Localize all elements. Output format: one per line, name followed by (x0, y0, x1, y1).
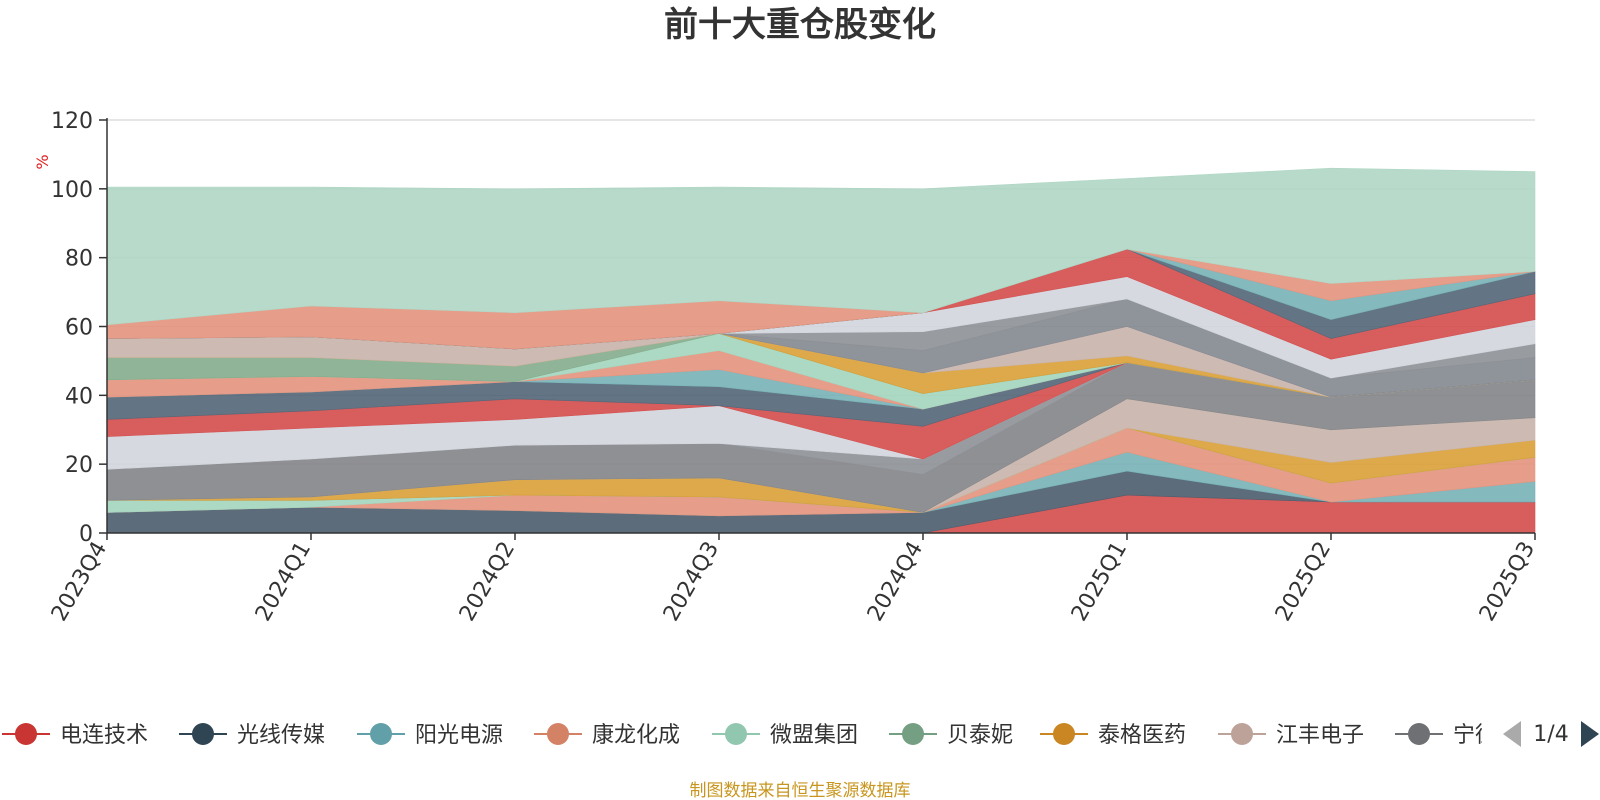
x-tick-label-7: 2025Q3 (1475, 538, 1540, 626)
legend-label-2: 光线传媒 (237, 723, 325, 748)
legend-item-2[interactable]: 光线传媒 (179, 723, 325, 748)
legend-item-7[interactable]: 泰格医药 (1040, 723, 1186, 748)
x-tick-label-1: 2024Q1 (251, 538, 316, 626)
legend-marker-1 (15, 723, 37, 745)
legend-item-1[interactable]: 电连技术 (2, 723, 148, 748)
legend-label-1: 电连技术 (60, 723, 148, 748)
y-tick-label-6: 120 (51, 109, 93, 134)
y-tick-label-5: 100 (51, 178, 93, 203)
x-tick-label-2: 2024Q2 (455, 538, 520, 626)
legend-label-4: 康龙化成 (592, 723, 680, 748)
y-tick-label-2: 40 (65, 384, 93, 409)
legend-label-5: 微盟集团 (770, 723, 858, 748)
legend-marker-4 (547, 723, 569, 745)
legend-marker-6 (902, 723, 924, 745)
legend-item-3[interactable]: 阳光电源 (357, 723, 503, 748)
legend-label-6: 贝泰妮 (947, 723, 1013, 748)
legend-label-9: 宁德 (1453, 723, 1497, 748)
legend-label-8: 江丰电子 (1276, 723, 1364, 748)
chart-title: 前十大重仓股变化 (664, 5, 936, 45)
legend: 1/4 电连技术 光线传媒 阳光电源 康龙化成 微盟集团 贝泰妮 泰格医药 江丰电子 宁德 (2, 721, 1599, 748)
legend-marker-5 (725, 723, 747, 745)
x-tick-label-6: 2025Q2 (1271, 538, 1336, 626)
legend-marker-3 (370, 723, 392, 745)
legend-prev-arrow-icon[interactable] (1503, 721, 1521, 747)
y-tick-label-3: 60 (65, 316, 93, 341)
y-tick-label-0: 0 (79, 522, 93, 547)
x-tick-label-3: 2024Q3 (659, 538, 724, 626)
legend-item-9[interactable]: 宁德 (1395, 723, 1497, 748)
legend-item-6[interactable]: 贝泰妮 (889, 723, 1013, 748)
legend-page-indicator: 1/4 (1533, 722, 1568, 747)
legend-marker-7 (1053, 723, 1075, 745)
x-tick-label-4: 2024Q4 (863, 538, 928, 626)
legend-label-7: 泰格医药 (1098, 723, 1186, 748)
legend-item-8[interactable]: 江丰电子 (1218, 723, 1364, 748)
y-axis-label: % (33, 154, 52, 169)
area-series-27 (106, 167, 1536, 326)
x-tick-label-0: 2023Q4 (47, 538, 112, 626)
legend-items: 电连技术 光线传媒 阳光电源 康龙化成 微盟集团 贝泰妮 泰格医药 江丰电子 宁德 (2, 723, 1497, 748)
legend-item-4[interactable]: 康龙化成 (534, 723, 680, 748)
x-tick-label-5: 2025Q1 (1067, 538, 1132, 626)
y-tick-label-4: 80 (65, 247, 93, 272)
legend-item-5[interactable]: 微盟集团 (712, 723, 858, 748)
legend-next-arrow-icon[interactable] (1581, 721, 1599, 747)
data-source-note: 制图数据来自恒生聚源数据库 (690, 781, 911, 800)
y-tick-label-1: 20 (65, 453, 93, 478)
area-series (106, 167, 1536, 534)
legend-marker-9 (1408, 723, 1430, 745)
legend-label-3: 阳光电源 (415, 723, 503, 748)
legend-marker-2 (192, 723, 214, 745)
legend-marker-8 (1231, 723, 1253, 745)
